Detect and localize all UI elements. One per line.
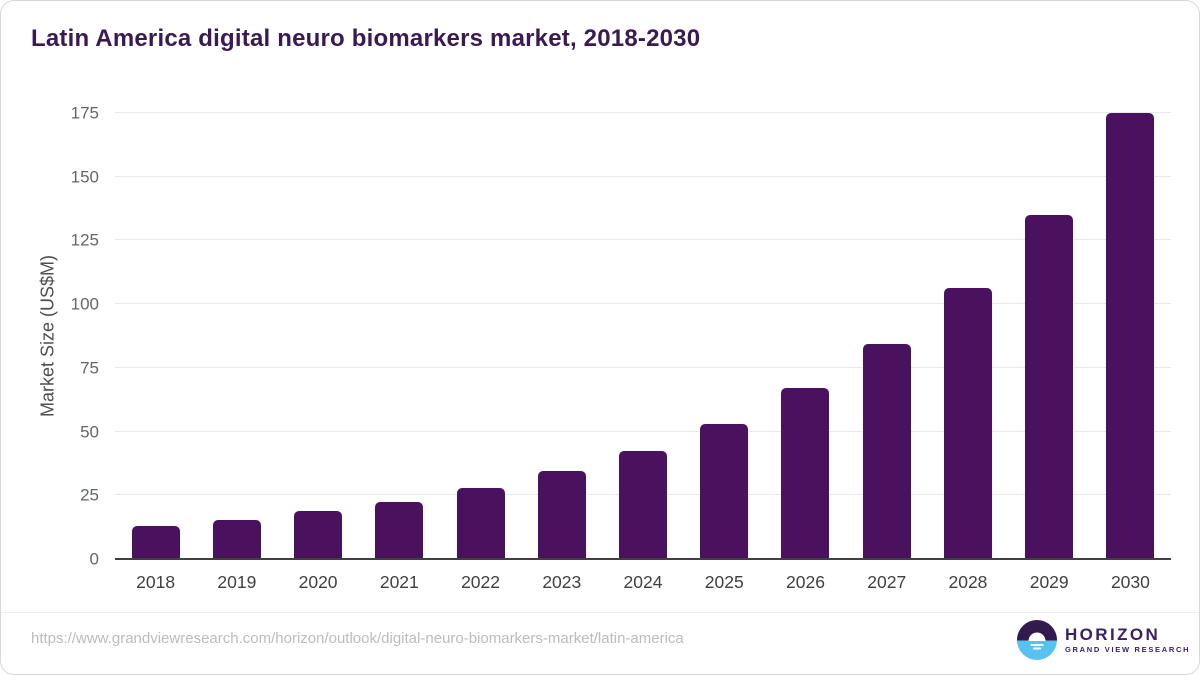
gridline-175 [115,112,1171,113]
x-tick-label-2028: 2028 [948,572,988,592]
x-tick-label-2027: 2027 [867,572,907,592]
gridline-150 [115,175,1171,177]
bar-slot-2030 [1090,113,1171,559]
bar-2019 [212,519,261,559]
plot-area: 0 25 50 75 100 125 150 175 [71,105,1171,568]
logo-subtitle: GRAND VIEW RESEARCH [1065,645,1191,655]
bar-2025 [700,423,749,559]
bar-slot-2023 [521,113,602,559]
bar-2018 [131,525,180,559]
bar-2028 [943,287,992,559]
y-tick-label-125: 125 [70,230,99,250]
logo-title: HORIZON [1065,625,1161,645]
bar-slot-2024 [602,113,683,559]
y-axis-title: Market Size (US$M) [37,254,58,418]
gridline-125 [115,239,1171,241]
bar-2022 [456,487,505,559]
bar-2029 [1025,214,1074,559]
footer-divider [1,612,1199,613]
chart-title: Latin America digital neuro biomarkers m… [31,25,701,52]
bar-2024 [619,450,668,559]
x-axis-line [115,558,1171,560]
x-tick-label-2022: 2022 [461,572,501,592]
x-tick-label-2024: 2024 [623,572,663,592]
bar-slot-2025 [684,113,765,559]
y-tick-label-150: 150 [70,167,99,187]
source-url: https://www.grandviewresearch.com/horizo… [31,630,684,647]
y-tick-label-75: 75 [80,358,99,378]
x-tick-label-2019: 2019 [217,572,257,592]
bar-slot-2028 [927,113,1008,559]
bar-slot-2022 [440,113,521,559]
bar-slot-2021 [359,113,440,559]
x-tick-label-2023: 2023 [542,572,582,592]
bar-slot-2020 [277,113,358,559]
y-tick-label-100: 100 [70,294,99,314]
y-tick-label-25: 25 [80,485,99,505]
bar-2027 [862,343,911,559]
bar-2020 [294,510,343,559]
bar-slot-2018 [115,113,196,559]
gridline-100 [115,303,1171,305]
y-tick-label-0: 0 [89,549,99,569]
x-tick-labels: 2018 2019 2020 2021 2022 2023 2024 2025 2026 2027… [115,572,1171,593]
bar-slot-2019 [196,113,277,559]
bar-slot-2029 [1009,113,1090,559]
y-tick-label-175: 175 [70,103,99,123]
x-tick-label-2021: 2021 [379,572,419,592]
bar-2026 [781,388,830,559]
x-tick-label-2020: 2020 [298,572,338,592]
x-tick-label-2018: 2018 [136,572,176,592]
bar-slot-2027 [846,113,927,559]
gridline-50 [115,430,1171,432]
bar-2021 [375,501,424,559]
bar-series [115,113,1171,559]
x-tick-label-2029: 2029 [1029,572,1069,592]
bar-slot-2026 [765,113,846,559]
bar-2030 [1106,113,1155,559]
horizon-sun-icon [1017,620,1057,660]
x-tick-label-2025: 2025 [704,572,744,592]
bar-2023 [537,471,586,559]
y-tick-label-50: 50 [80,422,99,442]
horizon-logo: HORIZON GRAND VIEW RESEARCH [1017,620,1190,660]
x-tick-label-2026: 2026 [786,572,825,592]
gridline-75 [115,366,1171,368]
x-tick-label-2030: 2030 [1110,572,1150,592]
logo-text: HORIZON GRAND VIEW RESEARCH [1065,626,1190,654]
